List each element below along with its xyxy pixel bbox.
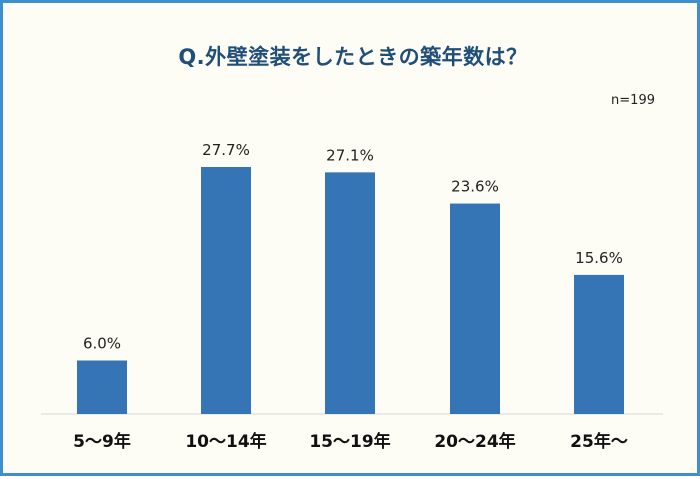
data-label-3: 27.1% xyxy=(326,146,374,164)
data-label-2: 27.7% xyxy=(202,141,250,159)
category-label-1: 5～9年 xyxy=(73,431,131,452)
data-label-4: 23.6% xyxy=(451,178,499,196)
category-label-4: 20～24年 xyxy=(434,431,515,452)
category-label-5: 25年～ xyxy=(570,431,628,452)
bar-4 xyxy=(450,203,500,414)
bar-chart: 6.0% 5～9年 27.7% 10～14年 27.1% 15～19年 23.6% 20～24… xyxy=(41,141,663,452)
category-label-3: 15～19年 xyxy=(309,431,390,452)
bar-2 xyxy=(201,167,251,414)
bar-5 xyxy=(574,274,624,414)
data-label-5: 15.6% xyxy=(575,249,623,267)
chart-title: Q.外壁塗装をしたときの築年数は？ xyxy=(178,45,528,69)
bar-3 xyxy=(325,172,375,414)
bar-1 xyxy=(77,360,127,414)
category-label-2: 10～14年 xyxy=(185,431,266,452)
sample-size-note: n=199 xyxy=(611,93,655,108)
data-label-1: 6.0% xyxy=(83,334,121,352)
